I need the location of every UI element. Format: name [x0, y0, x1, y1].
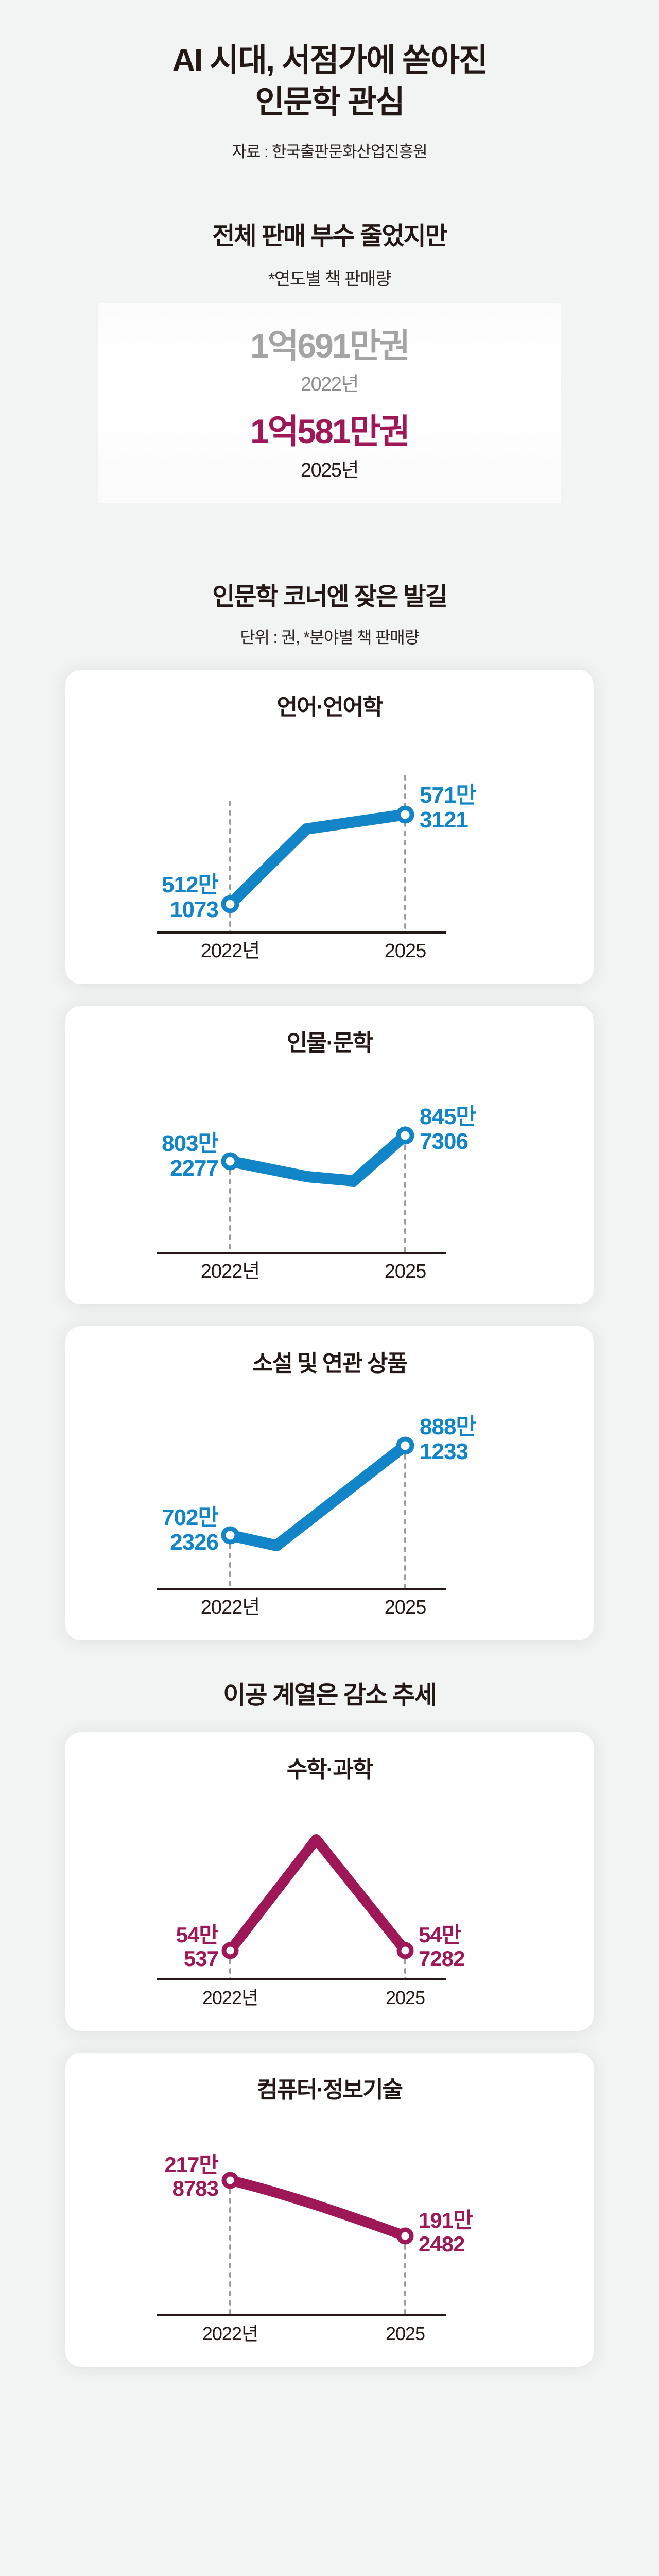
value-label-2022-line1: 803만	[162, 1131, 218, 1156]
value-label-2022-line2: 2277	[170, 1156, 218, 1181]
value-label-2025-line2: 7282	[419, 1946, 464, 1971]
x-tick-2025: 2025	[386, 2323, 425, 2344]
data-point-2025	[396, 2227, 414, 2245]
x-tick-2025: 2025	[386, 1987, 425, 2008]
section-1-unit: 단위 : 권, *분야별 책 판매량	[240, 628, 420, 647]
chart-card-language: 언어·언어학 512만 1073 571만 3121 2022년 2025	[65, 669, 594, 984]
value-label-2025-line1: 571만	[420, 783, 476, 808]
data-point-2025	[396, 805, 414, 824]
section-heading-stem: 이공 계열은 감소 추세	[0, 1674, 659, 1710]
data-point-2025	[396, 1942, 414, 1959]
chart-title-math-science: 수학·과학	[286, 1756, 374, 1782]
chart-plot-computer-it: 217만 8783 191만 2482 2022년 2025	[65, 2107, 594, 2349]
chart-plot-math-science: 54만 537 54만 7282 2022년 2025	[65, 1787, 594, 2013]
chart-plot-literature: 803만 2277 845만 7306 2022년 2025	[65, 1060, 594, 1287]
value-label-2025-line1: 888만	[420, 1414, 476, 1439]
chart-title-computer-it: 컴퓨터·정보기술	[256, 2077, 403, 2103]
x-tick-2022: 2022년	[202, 2323, 258, 2344]
chart-title-language: 언어·언어학	[276, 694, 383, 720]
value-label-2025-line1: 845만	[420, 1104, 476, 1129]
value-label-2025-line2: 7306	[420, 1129, 468, 1154]
page-title: AI 시대, 서점가에 쏟아진 인문학 관심	[172, 43, 488, 120]
data-point-2022	[221, 1526, 239, 1545]
chart-title-literature: 인물·문학	[286, 1030, 374, 1056]
x-tick-2022: 2022년	[202, 1987, 258, 2008]
x-tick-2025: 2025	[385, 940, 426, 962]
summary-old-year: 2022년	[301, 374, 359, 396]
infographic-header: AI 시대, 서점가에 쏟아진 인문학 관심 자료 : 한국출판문화산업진흥원	[0, 0, 659, 162]
data-line-math-science	[225, 1834, 410, 1956]
value-label-2025-line1: 191만	[419, 2208, 473, 2232]
source-credit: 자료 : 한국출판문화산업진흥원	[232, 143, 428, 161]
value-label-2022-line2: 1073	[170, 897, 218, 922]
x-tick-2025: 2025	[385, 1261, 426, 1282]
value-label-2022-line1: 702만	[162, 1505, 218, 1530]
bottom-spacer	[0, 2367, 659, 2378]
value-label-2025-line2: 1233	[420, 1439, 468, 1464]
value-label-2025-line1: 54만	[419, 1923, 461, 1947]
chart-plot-fiction: 702만 2326 888만 1233 2022년 2025	[65, 1381, 594, 1623]
chart-card-fiction: 소설 및 연관 상품 702만 2326 888만 1233 2022년 202…	[65, 1326, 594, 1640]
chart-title-fiction: 소설 및 연관 상품	[252, 1350, 408, 1376]
value-label-2022-line1: 512만	[162, 872, 218, 897]
value-label-2022-line2: 2326	[170, 1530, 218, 1555]
summary-new-year: 2025년	[301, 459, 359, 481]
summary-new-value: 1억581만권	[250, 412, 410, 451]
data-line-literature	[224, 1129, 411, 1187]
x-tick-2022: 2022년	[201, 1261, 260, 1282]
data-point-2022	[221, 2172, 239, 2189]
chart-card-math-science: 수학·과학 54만 537 54만 7282 2022년 2025	[65, 1732, 594, 2031]
value-label-2022-line2: 537	[184, 1946, 218, 1971]
data-point-2022	[221, 1942, 239, 1959]
data-point-2025	[396, 1126, 414, 1145]
section-2-title: 이공 계열은 감소 추세	[223, 1681, 437, 1709]
value-label-2022-line1: 217만	[164, 2153, 218, 2177]
data-line-fiction	[224, 1439, 411, 1551]
summary-card: 1억691만권 2022년 1억581만권 2025년	[98, 303, 561, 503]
section-heading-humanities: 인문학 코너엔 잦은 발길 단위 : 권, *분야별 책 판매량	[0, 576, 659, 648]
chart-card-computer-it: 컴퓨터·정보기술 217만 8783 191만 2482 2022년 2025	[65, 2052, 594, 2367]
x-tick-2025: 2025	[385, 1597, 426, 1618]
summary-old-value: 1억691만권	[250, 327, 410, 365]
section-1-title: 인문학 코너엔 잦은 발길	[212, 583, 448, 611]
summary-subtitle: *연도별 책 판매량	[268, 269, 391, 290]
chart-card-literature: 인물·문학 803만 2277 845만 7306 2022년 2025	[65, 1005, 594, 1304]
data-line-computer-it	[225, 2175, 410, 2241]
chart-plot-language: 512만 1073 571만 3121 2022년 2025	[65, 724, 594, 967]
data-point-2022	[221, 1152, 239, 1171]
x-tick-2022: 2022년	[201, 1597, 260, 1618]
value-label-2022-line2: 8783	[172, 2176, 218, 2200]
x-tick-2022: 2022년	[201, 940, 260, 962]
total-sales-summary: 전체 판매 부수 줄었지만 *연도별 책 판매량 1억691만권 2022년 1…	[0, 215, 659, 542]
value-label-2025-line2: 3121	[420, 807, 468, 833]
data-point-2025	[396, 1436, 414, 1455]
summary-heading: 전체 판매 부수 줄었지만	[212, 223, 448, 250]
value-label-2022-line1: 54만	[176, 1923, 219, 1947]
value-label-2025-line2: 2482	[419, 2232, 464, 2256]
data-point-2022	[221, 895, 239, 913]
data-line-language	[224, 808, 411, 910]
